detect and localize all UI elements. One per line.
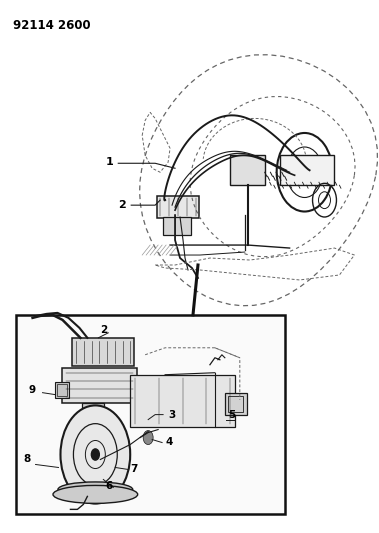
Bar [58,384,67,395]
Bar [55,382,69,398]
Text: 9: 9 [28,385,36,394]
Text: 7: 7 [130,464,138,474]
Text: 5: 5 [228,409,235,419]
Text: 92114 2600: 92114 2600 [13,19,90,31]
Circle shape [91,449,99,460]
Ellipse shape [58,482,133,497]
Bar [228,395,243,411]
Bar [72,338,134,366]
Bar [82,402,104,423]
Text: 2: 2 [118,200,126,210]
Bar [16,315,285,514]
Text: 6: 6 [105,481,113,491]
Bar [280,155,334,185]
Circle shape [143,431,153,445]
Text: 4: 4 [165,437,172,447]
Text: 3: 3 [168,409,175,419]
Bar [63,368,137,402]
Bar [225,393,247,415]
Bar [157,196,199,218]
Circle shape [61,406,130,504]
Text: 2: 2 [100,325,108,335]
Bar [230,155,265,185]
Bar [130,375,235,426]
Text: 8: 8 [23,455,31,464]
Bar [163,217,191,235]
Ellipse shape [53,486,138,503]
Text: 1: 1 [105,157,113,167]
